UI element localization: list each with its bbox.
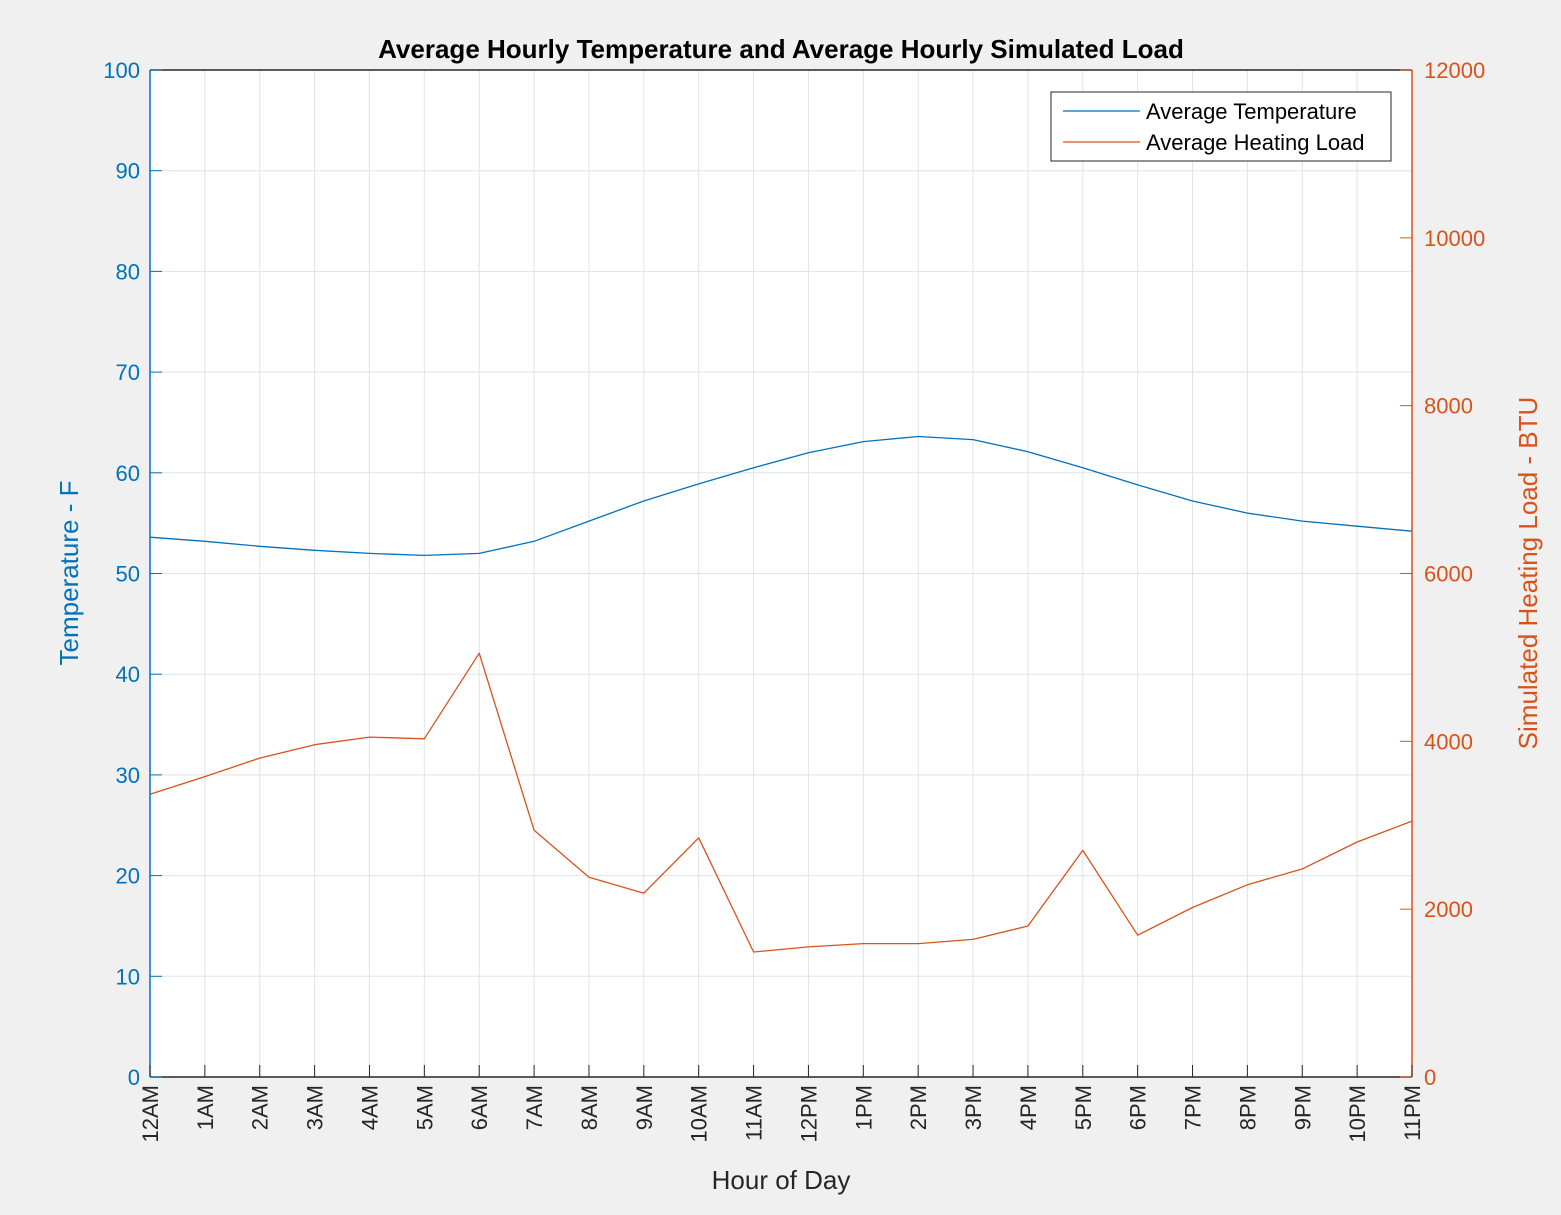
- x-tick-label: 3PM: [961, 1085, 986, 1130]
- legend-box: [1050, 91, 1392, 162]
- y-right-tick-label: 10000: [1424, 226, 1485, 251]
- chart-title: Average Hourly Temperature and Average H…: [378, 34, 1184, 64]
- x-tick-label: 7AM: [522, 1085, 547, 1130]
- x-tick-label: 2AM: [248, 1085, 273, 1130]
- y-left-tick-label: 90: [116, 159, 140, 184]
- y-right-tick-label: 4000: [1424, 729, 1473, 754]
- y-right-tick-label: 8000: [1424, 394, 1473, 419]
- x-tick-label: 9PM: [1290, 1085, 1315, 1130]
- x-tick-label: 5PM: [1071, 1085, 1096, 1130]
- x-tick-label: 4PM: [1016, 1085, 1041, 1130]
- y-left-tick-label: 60: [116, 461, 140, 486]
- x-tick-label: 1AM: [193, 1085, 218, 1130]
- y-left-tick-label: 40: [116, 662, 140, 687]
- x-tick-label: 11PM: [1400, 1085, 1425, 1141]
- x-tick-label: 6PM: [1126, 1085, 1151, 1130]
- x-tick-label: 1PM: [851, 1085, 876, 1130]
- x-tick-label: 6AM: [467, 1085, 492, 1130]
- y-right-tick-label: 12000: [1424, 58, 1485, 83]
- y-left-tick-label: 20: [116, 864, 140, 889]
- x-tick-label: 11AM: [742, 1085, 767, 1141]
- x-tick-label: 7PM: [1181, 1085, 1206, 1130]
- y-left-tick-label: 50: [116, 562, 140, 587]
- series-line-average-temperature: [149, 435, 1413, 557]
- grid: [150, 70, 1412, 1077]
- y-right-tick-label: 0: [1424, 1065, 1436, 1090]
- y-axis-right-label: Simulated Heating Load - BTU: [1513, 397, 1543, 750]
- y-left-tick-label: 30: [116, 763, 140, 788]
- y-left-tick-label: 0: [128, 1065, 140, 1090]
- x-tick-label: 12AM: [138, 1085, 163, 1142]
- ticks: 12AM 1AM 2AM 3AM 4AM 5AM 6AM 7AM 8AM 9AM 10AM 11AM 1…: [103, 58, 1485, 1142]
- x-tick-label: 2PM: [906, 1085, 931, 1130]
- y-left-tick-label: 70: [116, 360, 140, 385]
- series-lines: [149, 435, 1413, 953]
- y-left-tick-label: 10: [116, 964, 140, 989]
- y-right-tick-label: 6000: [1424, 562, 1473, 587]
- y-left-tick-label: 80: [116, 259, 140, 284]
- y-right-tick-label: 2000: [1424, 897, 1473, 922]
- x-tick-label: 5AM: [412, 1085, 437, 1130]
- y-left-tick-label: 100: [103, 58, 140, 83]
- x-tick-label: 3AM: [303, 1085, 328, 1130]
- x-tick-label: 10PM: [1345, 1085, 1370, 1142]
- x-tick-label: 10AM: [687, 1085, 712, 1142]
- series-line-average-heating-load: [149, 652, 1413, 953]
- legend: Average Temperature Average Heating Load: [1050, 91, 1392, 162]
- x-tick-label: 9AM: [632, 1085, 657, 1130]
- y-axis-left-label: Temperature - F: [54, 481, 84, 666]
- x-tick-label: 8AM: [577, 1085, 602, 1130]
- legend-label-average-heating-load: Average Heating Load: [1146, 130, 1365, 155]
- x-axis-label: Hour of Day: [712, 1165, 851, 1195]
- x-tick-label: 12PM: [796, 1085, 821, 1142]
- legend-label-average-temperature: Average Temperature: [1146, 99, 1357, 124]
- x-tick-label: 4AM: [357, 1085, 382, 1130]
- x-tick-label: 8PM: [1235, 1085, 1260, 1130]
